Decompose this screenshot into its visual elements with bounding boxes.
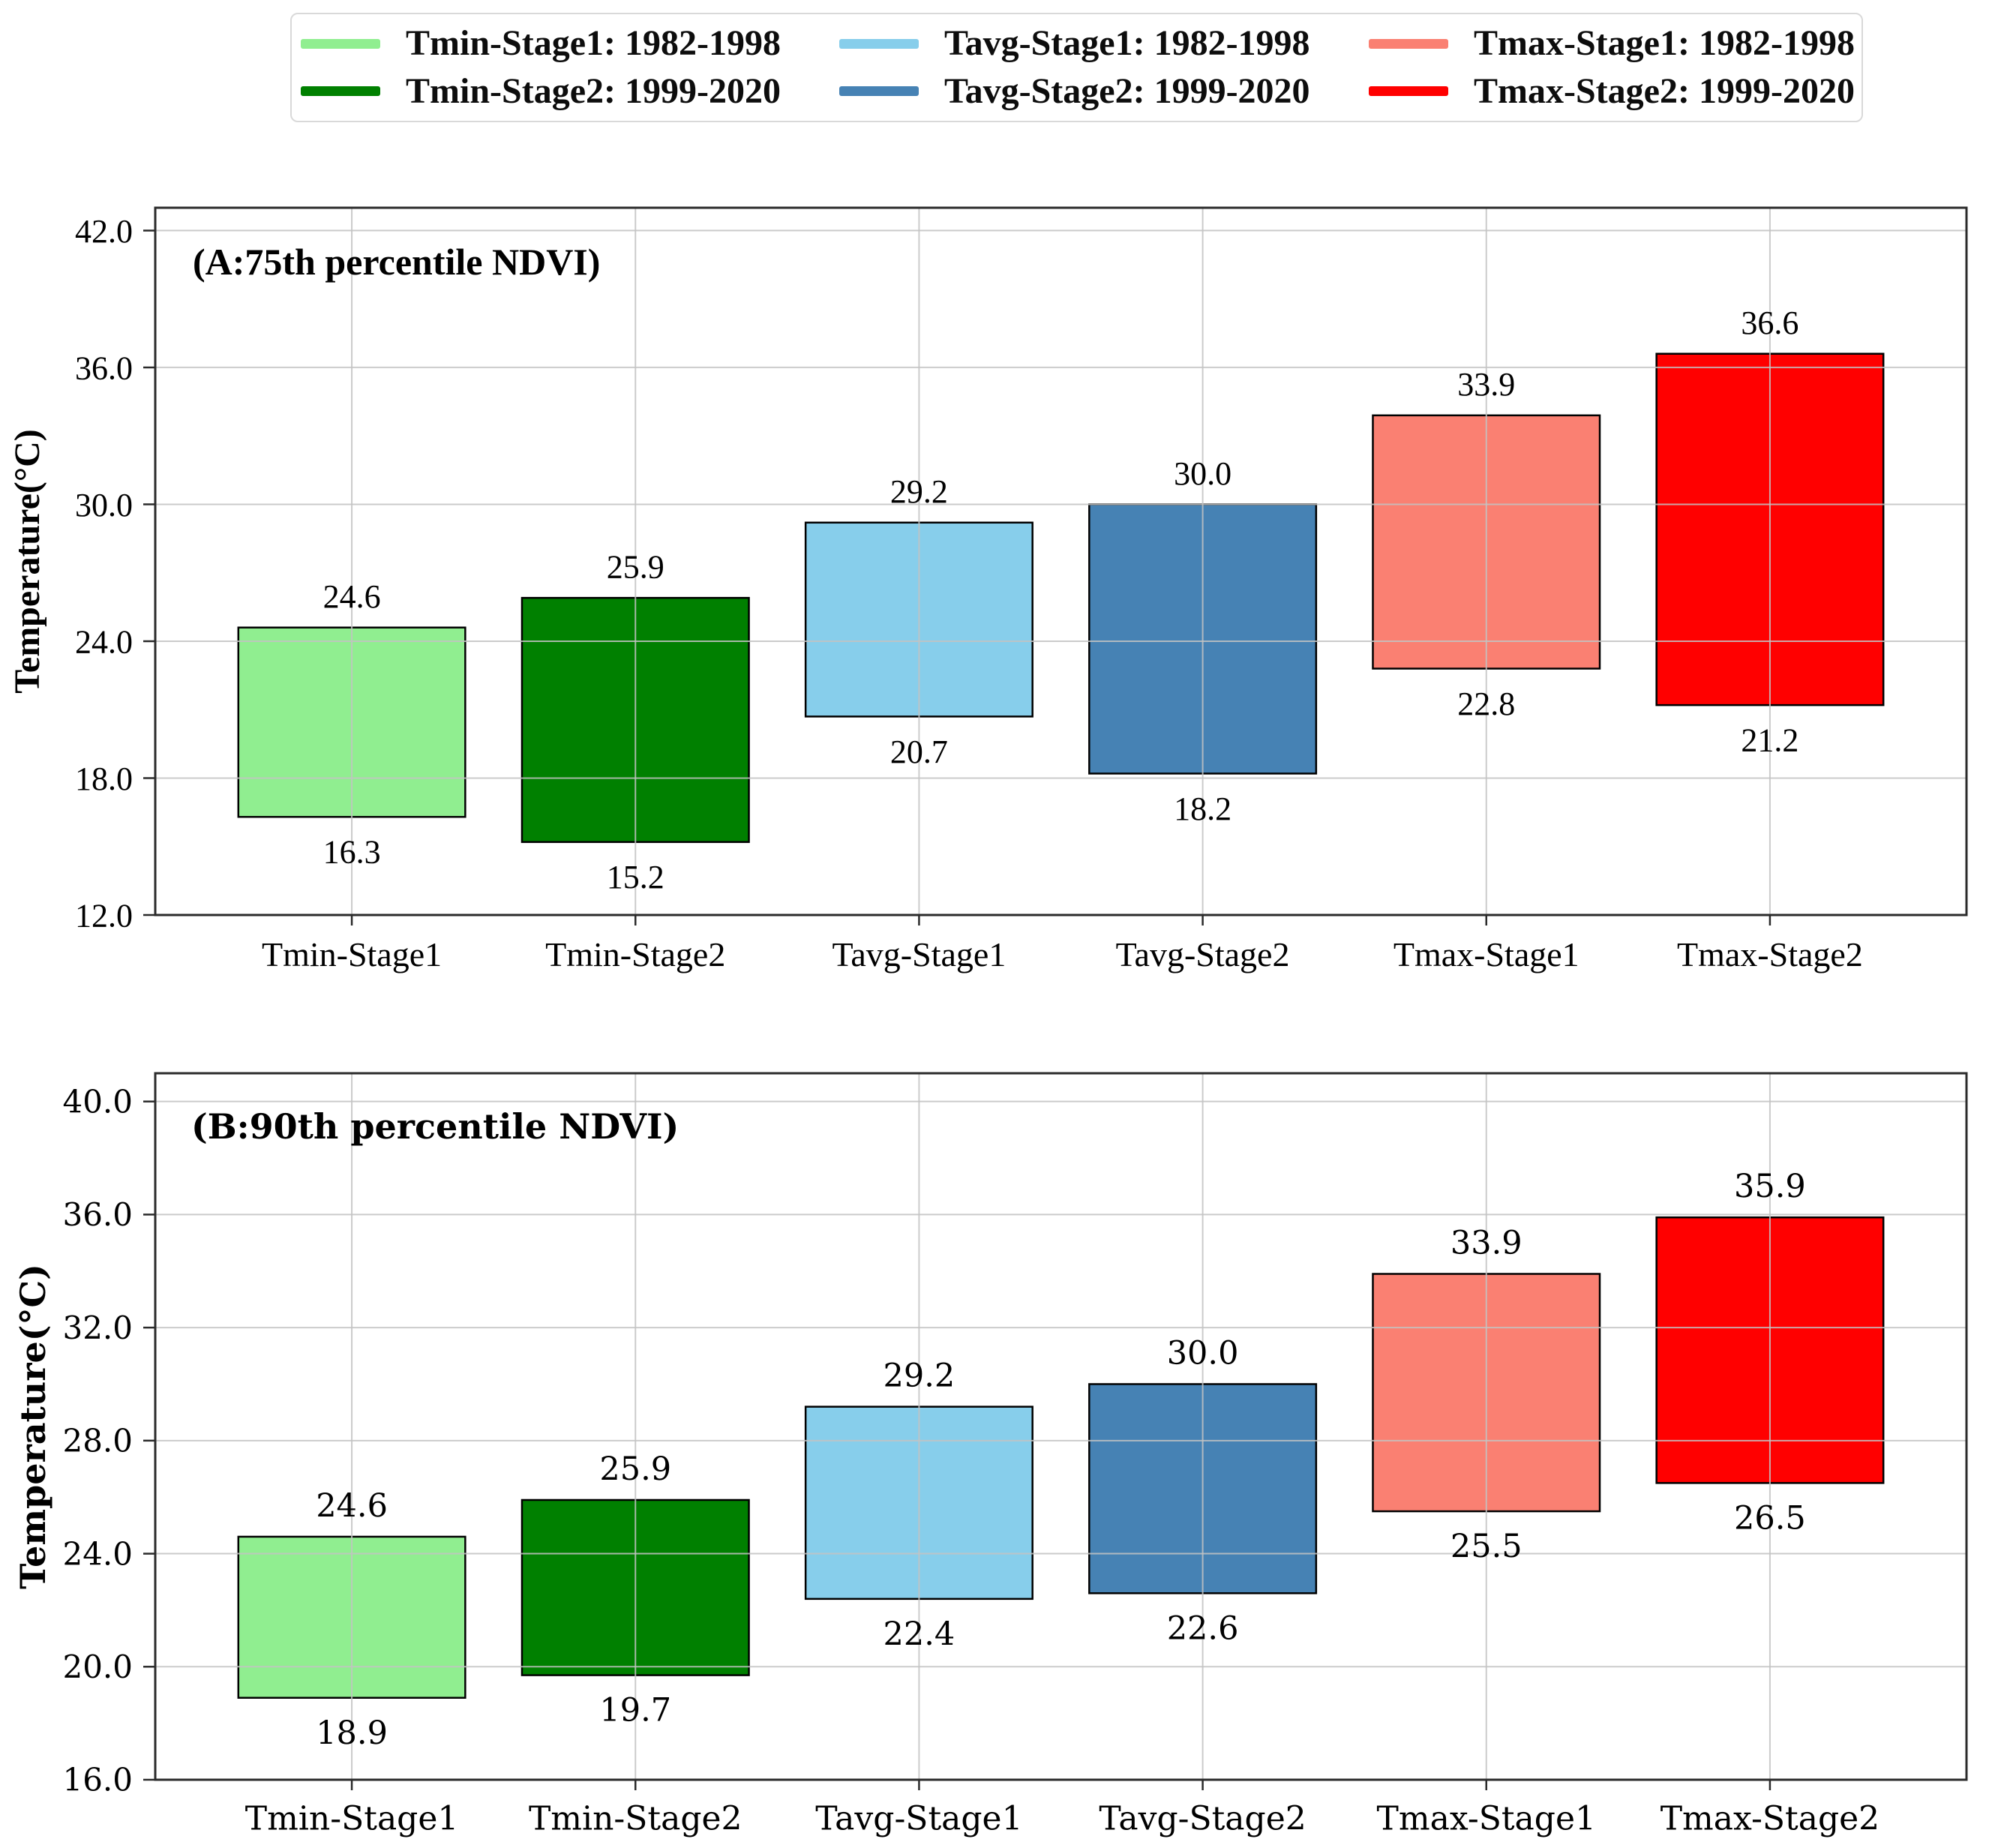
y-axis-label: Temperature(°C) (8, 429, 47, 693)
bar-high-value-label: 36.6 (1741, 304, 1798, 341)
y-tick-label: 40.0 (62, 1083, 133, 1120)
bar-high-value-label: 29.2 (890, 473, 948, 510)
panel-a: 12.0 18.0 24.0 30.0 36.0 42.0 Tmin-Stage1 Tmin-… (8, 206, 1968, 974)
legend-label: Tmax-Stage1: 1982-1998 (1474, 23, 1855, 64)
panel-b: 16.0 20.0 24.0 28.0 32.0 36.0 40.0 Tmin-Stage1 T… (13, 1072, 1968, 1838)
legend-item: Tmin-Stage2: 1999-2020 (301, 70, 781, 111)
legend-label: Tmin-Stage2: 1999-2020 (406, 70, 781, 111)
bar-low-value-label: 22.8 (1457, 686, 1515, 722)
legend-color-line-icon (1369, 86, 1448, 97)
legend-color-line-icon (301, 86, 380, 97)
legend-color-line-icon (301, 38, 380, 49)
plot-frame (154, 1072, 1968, 1781)
legend-column: Tmax-Stage1: 1982-1998 Tmax-Stage2: 1999-… (1369, 14, 1855, 121)
legend-item: Tavg-Stage1: 1982-1998 (839, 26, 1310, 62)
bar-high-value-label: 24.6 (316, 1487, 388, 1525)
bar-high-value-label: 30.0 (1167, 1335, 1239, 1372)
legend-label: Tmax-Stage2: 1999-2020 (1474, 70, 1855, 111)
y-tick-label: 24.0 (62, 1535, 133, 1572)
x-category-label: Tmin-Stage2 (545, 935, 725, 974)
x-category-label: Tmax-Stage2 (1660, 1799, 1880, 1838)
legend-color-line-icon (1369, 38, 1448, 49)
legend-label: Tmin-Stage1: 1982-1998 (406, 23, 781, 64)
x-category-label: Tavg-Stage1 (815, 1799, 1022, 1838)
y-tick-label: 28.0 (62, 1423, 133, 1460)
panel-title: (B:90th percentile NDVI) (191, 1106, 679, 1147)
bar-high-value-label: 24.6 (323, 578, 381, 615)
legend: Tmin-Stage1: 1982-1998 Tmin-Stage2: 1999-… (290, 13, 1863, 122)
legend-label: Tavg-Stage2: 1999-2020 (944, 70, 1310, 111)
panel-title: (A:75th percentile NDVI) (193, 241, 600, 283)
y-tick-label: 30.0 (75, 487, 133, 524)
x-category-label: Tmax-Stage1 (1377, 1799, 1596, 1838)
bar-low-value-label: 22.6 (1167, 1610, 1239, 1647)
x-category-label: Tmin-Stage2 (529, 1799, 742, 1838)
legend-color-line-icon (839, 86, 919, 97)
bar-low-value-label: 20.7 (890, 734, 948, 770)
y-tick-label: 36.0 (62, 1196, 133, 1233)
y-tick-label: 12.0 (75, 897, 133, 934)
bar-high-value-label: 33.9 (1457, 366, 1515, 403)
y-axis-label: Temperature(°C) (13, 1264, 53, 1589)
bar-high-value-label: 25.9 (599, 1450, 671, 1488)
y-tick-label: 36.0 (75, 350, 133, 386)
x-category-label: Tmax-Stage2 (1677, 935, 1863, 974)
bar-high-value-label: 29.2 (884, 1358, 956, 1395)
legend-item: Tmax-Stage1: 1982-1998 (1369, 26, 1855, 62)
bar-high-value-label: 30.0 (1174, 455, 1232, 492)
y-tick-label: 20.0 (62, 1648, 133, 1685)
legend-color-line-icon (839, 38, 919, 49)
legend-label: Tavg-Stage1: 1982-1998 (944, 23, 1310, 64)
legend-column: Tmin-Stage1: 1982-1998 Tmin-Stage2: 1999-… (301, 14, 781, 121)
bar-low-value-label: 15.2 (607, 859, 664, 896)
y-tick-label: 16.0 (62, 1762, 133, 1798)
x-category-label: Tavg-Stage1 (832, 935, 1006, 974)
legend-item: Tmax-Stage2: 1999-2020 (1369, 70, 1855, 111)
bar-low-value-label: 19.7 (599, 1692, 671, 1730)
y-tick-label: 18.0 (75, 760, 133, 797)
y-tick-label: 24.0 (75, 623, 133, 660)
bar-low-value-label: 26.5 (1734, 1499, 1806, 1537)
bar-low-value-label: 16.3 (323, 834, 381, 871)
x-category-label: Tmin-Stage1 (245, 1799, 459, 1838)
y-tick-label: 42.0 (75, 213, 133, 250)
bar-high-value-label: 33.9 (1450, 1225, 1522, 1262)
bar-high-value-label: 35.9 (1734, 1168, 1806, 1205)
y-tick-label: 32.0 (62, 1310, 133, 1346)
bar-low-value-label: 22.4 (884, 1616, 956, 1653)
legend-item: Tavg-Stage2: 1999-2020 (839, 70, 1310, 111)
legend-column: Tavg-Stage1: 1982-1998 Tavg-Stage2: 1999-… (839, 14, 1310, 121)
x-category-label: Tmin-Stage1 (262, 935, 442, 974)
bar-low-value-label: 18.2 (1174, 790, 1232, 827)
bar-low-value-label: 21.2 (1741, 722, 1798, 759)
legend-item: Tmin-Stage1: 1982-1998 (301, 26, 781, 62)
x-category-label: Tavg-Stage2 (1116, 935, 1290, 974)
plot-frame (154, 206, 1968, 916)
bar-high-value-label: 25.9 (607, 549, 664, 586)
bar-low-value-label: 18.9 (316, 1714, 388, 1752)
bar-low-value-label: 25.5 (1450, 1528, 1522, 1565)
x-category-label: Tmax-Stage1 (1394, 935, 1580, 974)
x-category-label: Tavg-Stage2 (1099, 1799, 1306, 1838)
